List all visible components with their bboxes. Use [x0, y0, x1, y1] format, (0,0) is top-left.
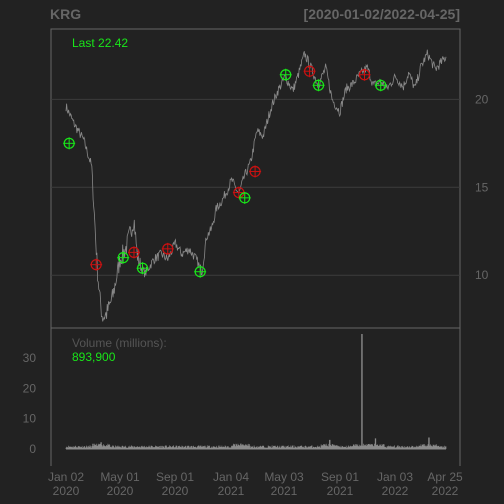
- buy-signal-marker: [117, 251, 130, 264]
- price-tick-label: 10: [475, 268, 489, 282]
- last-price-label: Last 22.42: [72, 36, 128, 50]
- date-tick-year: 2021: [218, 484, 245, 498]
- sell-signal-marker: [249, 165, 262, 178]
- date-tick-label: Sep 01: [321, 470, 359, 484]
- price-axis-ticks: 20 15 10: [475, 92, 489, 282]
- date-tick-year: 2020: [162, 484, 189, 498]
- buy-signal-marker: [136, 262, 149, 275]
- price-panel-frame: [50, 28, 461, 329]
- date-tick-label: Jan 04: [213, 470, 249, 484]
- date-tick-label: May 03: [264, 470, 304, 484]
- volume-tick-label: 0: [29, 442, 36, 456]
- sell-signal-marker: [127, 246, 140, 259]
- date-tick-year: 2020: [53, 484, 80, 498]
- chart-date-range: [2020-01-02/2022-04-25]: [304, 6, 460, 22]
- date-tick-label: Sep 01: [156, 470, 194, 484]
- buy-signal-marker: [279, 68, 292, 81]
- volume-bar-series: [65, 334, 447, 449]
- buy-signal-marker: [312, 79, 325, 92]
- date-tick-label: Jan 03: [377, 470, 413, 484]
- chart-symbol: KRG: [50, 6, 81, 22]
- buy-signal-marker: [238, 191, 251, 204]
- price-tick-label: 15: [475, 180, 489, 194]
- date-tick-year: 2020: [107, 484, 134, 498]
- price-series-line: [65, 49, 447, 322]
- price-grid: [51, 98, 460, 276]
- buy-signal-marker: [374, 79, 387, 92]
- date-tick-label: May 01: [100, 470, 140, 484]
- volume-tick-label: 10: [23, 412, 37, 426]
- price-tick-label: 20: [475, 92, 489, 106]
- sell-signal-marker: [303, 65, 316, 78]
- date-tick-year: 2022: [432, 484, 459, 498]
- date-tick-year: 2021: [271, 484, 298, 498]
- volume-bars: [65, 334, 447, 450]
- volume-label: Volume (millions):: [72, 336, 167, 350]
- date-tick-label: Apr 25: [427, 470, 463, 484]
- date-tick-label: Jan 02: [48, 470, 84, 484]
- date-tick-year: 2022: [382, 484, 409, 498]
- trade-signal-markers: [63, 65, 387, 278]
- price-panel: Last 22.42 20 15 10: [50, 28, 489, 329]
- volume-value: 893,900: [72, 350, 116, 364]
- volume-tick-label: 20: [23, 381, 37, 395]
- buy-signal-marker: [63, 137, 76, 150]
- date-tick-year: 2021: [327, 484, 354, 498]
- sell-signal-marker: [90, 258, 103, 271]
- sell-signal-marker: [358, 68, 371, 81]
- volume-tick-label: 30: [23, 351, 37, 365]
- sell-signal-marker: [161, 242, 174, 255]
- buy-signal-marker: [194, 265, 207, 278]
- volume-panel: Volume (millions): 893,900 30 20 10 0: [23, 328, 461, 466]
- volume-axis-ticks: 30 20 10 0: [23, 351, 37, 456]
